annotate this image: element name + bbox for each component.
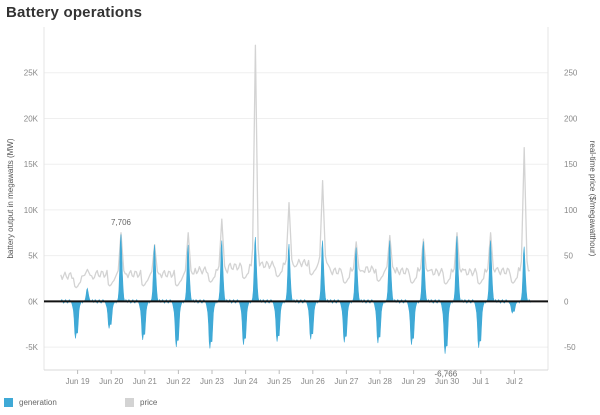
generation-area[interactable] [60, 234, 531, 354]
x-tick-label: Jun 21 [133, 377, 158, 386]
chart-title: Battery operations [6, 4, 143, 21]
x-tick-label: Jun 26 [301, 377, 326, 386]
x-tick-label: Jun 30 [435, 377, 460, 386]
y2-tick-label: 200 [564, 114, 578, 123]
y-tick-label: 10K [24, 206, 39, 215]
legend-swatch-generation [4, 398, 13, 407]
grid-layer [43, 27, 549, 371]
axis-layer: -5K 0K 5K 10K 15K 20K 25K -50 0 50 100 150 200 250 Jun… [24, 69, 578, 386]
x-tick-label: Jun 22 [166, 377, 191, 386]
x-tick-label: Jun 27 [334, 377, 359, 386]
price-series-layer [60, 44, 530, 289]
y-tick-label: 20K [24, 114, 39, 123]
y-axis-label: battery output in megawatts (MW) [6, 138, 15, 258]
x-tick-label: Jun 29 [402, 377, 427, 386]
y2-axis-label: real-time price ($/megawatthour) [588, 141, 597, 257]
data-label: -6,766 [434, 369, 457, 378]
x-tick-label: Jun 20 [99, 377, 124, 386]
x-tick-label: Jun 25 [267, 377, 292, 386]
y-tick-label: 5K [28, 252, 38, 261]
x-tick-label: Jun 23 [200, 377, 225, 386]
y-tick-label: 25K [24, 69, 39, 78]
x-tick-label: Jul 2 [506, 377, 523, 386]
legend-label-price: price [140, 398, 158, 407]
y-tick-label: 15K [24, 160, 39, 169]
y2-tick-label: 50 [564, 252, 573, 261]
y2-tick-label: 100 [564, 206, 578, 215]
price-line[interactable] [60, 44, 530, 289]
x-tick-label: Jul 1 [472, 377, 489, 386]
legend-label-generation: generation [19, 398, 57, 407]
y2-tick-label: -50 [564, 343, 576, 352]
legend-item-generation[interactable]: generation [4, 398, 57, 407]
y2-tick-label: 150 [564, 160, 578, 169]
x-tick-label: Jun 28 [368, 377, 393, 386]
x-tick-label: Jun 24 [234, 377, 259, 386]
legend-item-price[interactable]: price [125, 398, 157, 407]
x-tick-label: Jun 19 [66, 377, 91, 386]
data-label: 7,706 [111, 218, 132, 227]
generation-series-layer: 7,706 -6,766 [44, 218, 548, 378]
legend-swatch-price [125, 398, 134, 407]
y-tick-label: -5K [26, 343, 39, 352]
y2-tick-label: 250 [564, 69, 578, 78]
y-tick-label: 0K [28, 297, 38, 306]
y2-tick-label: 0 [564, 297, 569, 306]
